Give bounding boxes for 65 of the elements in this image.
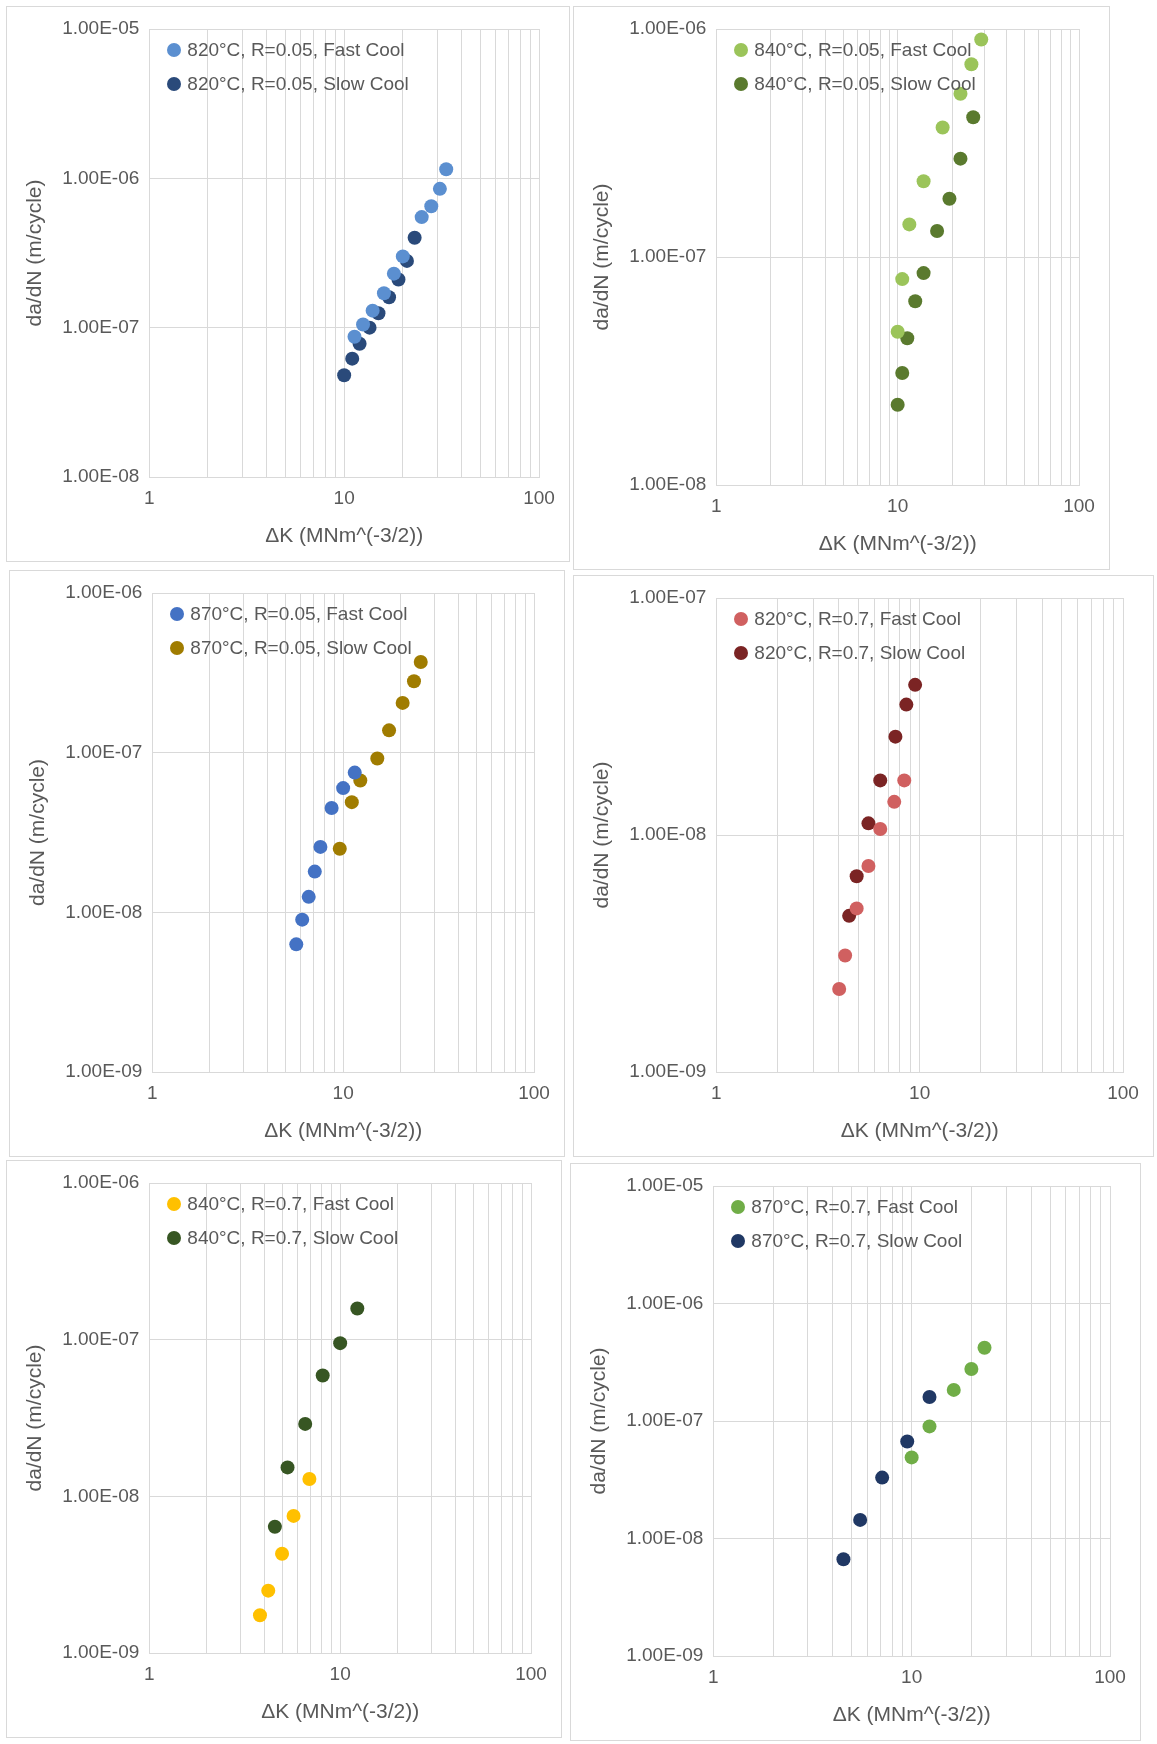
legend-label: 870°C, R=0.7, Slow Cool bbox=[751, 1230, 963, 1252]
y-axis-title: da/dN (m/cycle) bbox=[589, 183, 613, 331]
x-axis-title: ΔK (MNm^(-3/2)) bbox=[818, 531, 977, 555]
y-tick-label: 1.00E-07 bbox=[65, 740, 143, 762]
y-tick-label: 1.00E-07 bbox=[629, 586, 707, 608]
y-tick-label: 1.00E-08 bbox=[626, 1526, 704, 1548]
legend-label: 840°C, R=0.7, Fast Cool bbox=[187, 1193, 394, 1215]
x-tick-label: 1 bbox=[144, 486, 155, 508]
x-tick-label: 1 bbox=[711, 494, 722, 516]
legend-label: 820°C, R=0.7, Fast Cool bbox=[754, 608, 961, 630]
y-tick-label: 1.00E-08 bbox=[629, 823, 707, 845]
y-axis-title: da/dN (m/cycle) bbox=[589, 761, 613, 909]
y-axis-title: da/dN (m/cycle) bbox=[586, 1347, 610, 1495]
x-tick-label: 100 bbox=[1107, 1081, 1139, 1103]
legend-label: 840°C, R=0.7, Slow Cool bbox=[187, 1227, 399, 1249]
y-tick-label: 1.00E-09 bbox=[62, 1641, 140, 1663]
y-tick-label: 1.00E-08 bbox=[62, 1484, 140, 1506]
legend-label: 870°C, R=0.05, Fast Cool bbox=[190, 603, 408, 625]
y-tick-label: 1.00E-06 bbox=[62, 166, 140, 188]
y-axis-title: da/dN (m/cycle) bbox=[22, 1344, 46, 1492]
x-tick-label: 10 bbox=[333, 486, 355, 508]
x-tick-label: 10 bbox=[887, 494, 909, 516]
y-tick-label: 1.00E-09 bbox=[65, 1060, 143, 1082]
x-tick-label: 100 bbox=[1094, 1665, 1126, 1687]
y-tick-label: 1.00E-07 bbox=[626, 1409, 704, 1431]
x-tick-label: 10 bbox=[909, 1081, 931, 1103]
y-tick-label: 1.00E-06 bbox=[62, 1171, 140, 1193]
x-tick-label: 100 bbox=[518, 1081, 550, 1103]
x-axis-title: ΔK (MNm^(-3/2)) bbox=[840, 1118, 999, 1142]
x-tick-label: 10 bbox=[329, 1662, 351, 1684]
y-tick-label: 1.00E-08 bbox=[65, 900, 143, 922]
legend-label: 820°C, R=0.05, Fast Cool bbox=[187, 39, 405, 61]
x-axis-title: ΔK (MNm^(-3/2)) bbox=[265, 523, 424, 547]
y-axis-title: da/dN (m/cycle) bbox=[22, 179, 46, 327]
x-tick-label: 100 bbox=[515, 1662, 547, 1684]
y-tick-label: 1.00E-08 bbox=[62, 465, 140, 487]
y-tick-label: 1.00E-05 bbox=[62, 17, 140, 39]
x-tick-label: 1 bbox=[711, 1081, 722, 1103]
x-axis-title: ΔK (MNm^(-3/2)) bbox=[261, 1699, 420, 1723]
legend-label: 870°C, R=0.7, Fast Cool bbox=[751, 1196, 958, 1218]
y-tick-label: 1.00E-07 bbox=[629, 245, 707, 267]
y-tick-label: 1.00E-06 bbox=[65, 581, 143, 603]
y-tick-label: 1.00E-08 bbox=[629, 473, 707, 495]
y-tick-label: 1.00E-07 bbox=[62, 315, 140, 337]
legend-label: 840°C, R=0.05, Fast Cool bbox=[754, 39, 972, 61]
y-tick-label: 1.00E-07 bbox=[62, 1327, 140, 1349]
y-tick-label: 1.00E-09 bbox=[626, 1644, 704, 1666]
x-tick-label: 1 bbox=[147, 1081, 158, 1103]
legend-label: 820°C, R=0.7, Slow Cool bbox=[754, 642, 966, 664]
y-tick-label: 1.00E-05 bbox=[626, 1174, 704, 1196]
x-tick-label: 100 bbox=[1063, 494, 1095, 516]
legend-label: 820°C, R=0.05, Slow Cool bbox=[187, 73, 409, 95]
x-axis-title: ΔK (MNm^(-3/2)) bbox=[832, 1702, 991, 1726]
y-axis-title: da/dN (m/cycle) bbox=[25, 758, 49, 907]
x-tick-label: 10 bbox=[332, 1081, 354, 1103]
x-tick-label: 100 bbox=[523, 486, 555, 508]
legend-label: 870°C, R=0.05, Slow Cool bbox=[190, 637, 412, 659]
x-axis-title: ΔK (MNm^(-3/2)) bbox=[264, 1118, 423, 1142]
x-tick-label: 1 bbox=[144, 1662, 155, 1684]
y-tick-label: 1.00E-06 bbox=[626, 1291, 704, 1313]
legend-label: 840°C, R=0.05, Slow Cool bbox=[754, 73, 976, 95]
y-tick-label: 1.00E-09 bbox=[629, 1060, 707, 1082]
x-tick-label: 10 bbox=[901, 1665, 923, 1687]
y-tick-label: 1.00E-06 bbox=[629, 17, 707, 39]
x-tick-label: 1 bbox=[708, 1665, 719, 1687]
